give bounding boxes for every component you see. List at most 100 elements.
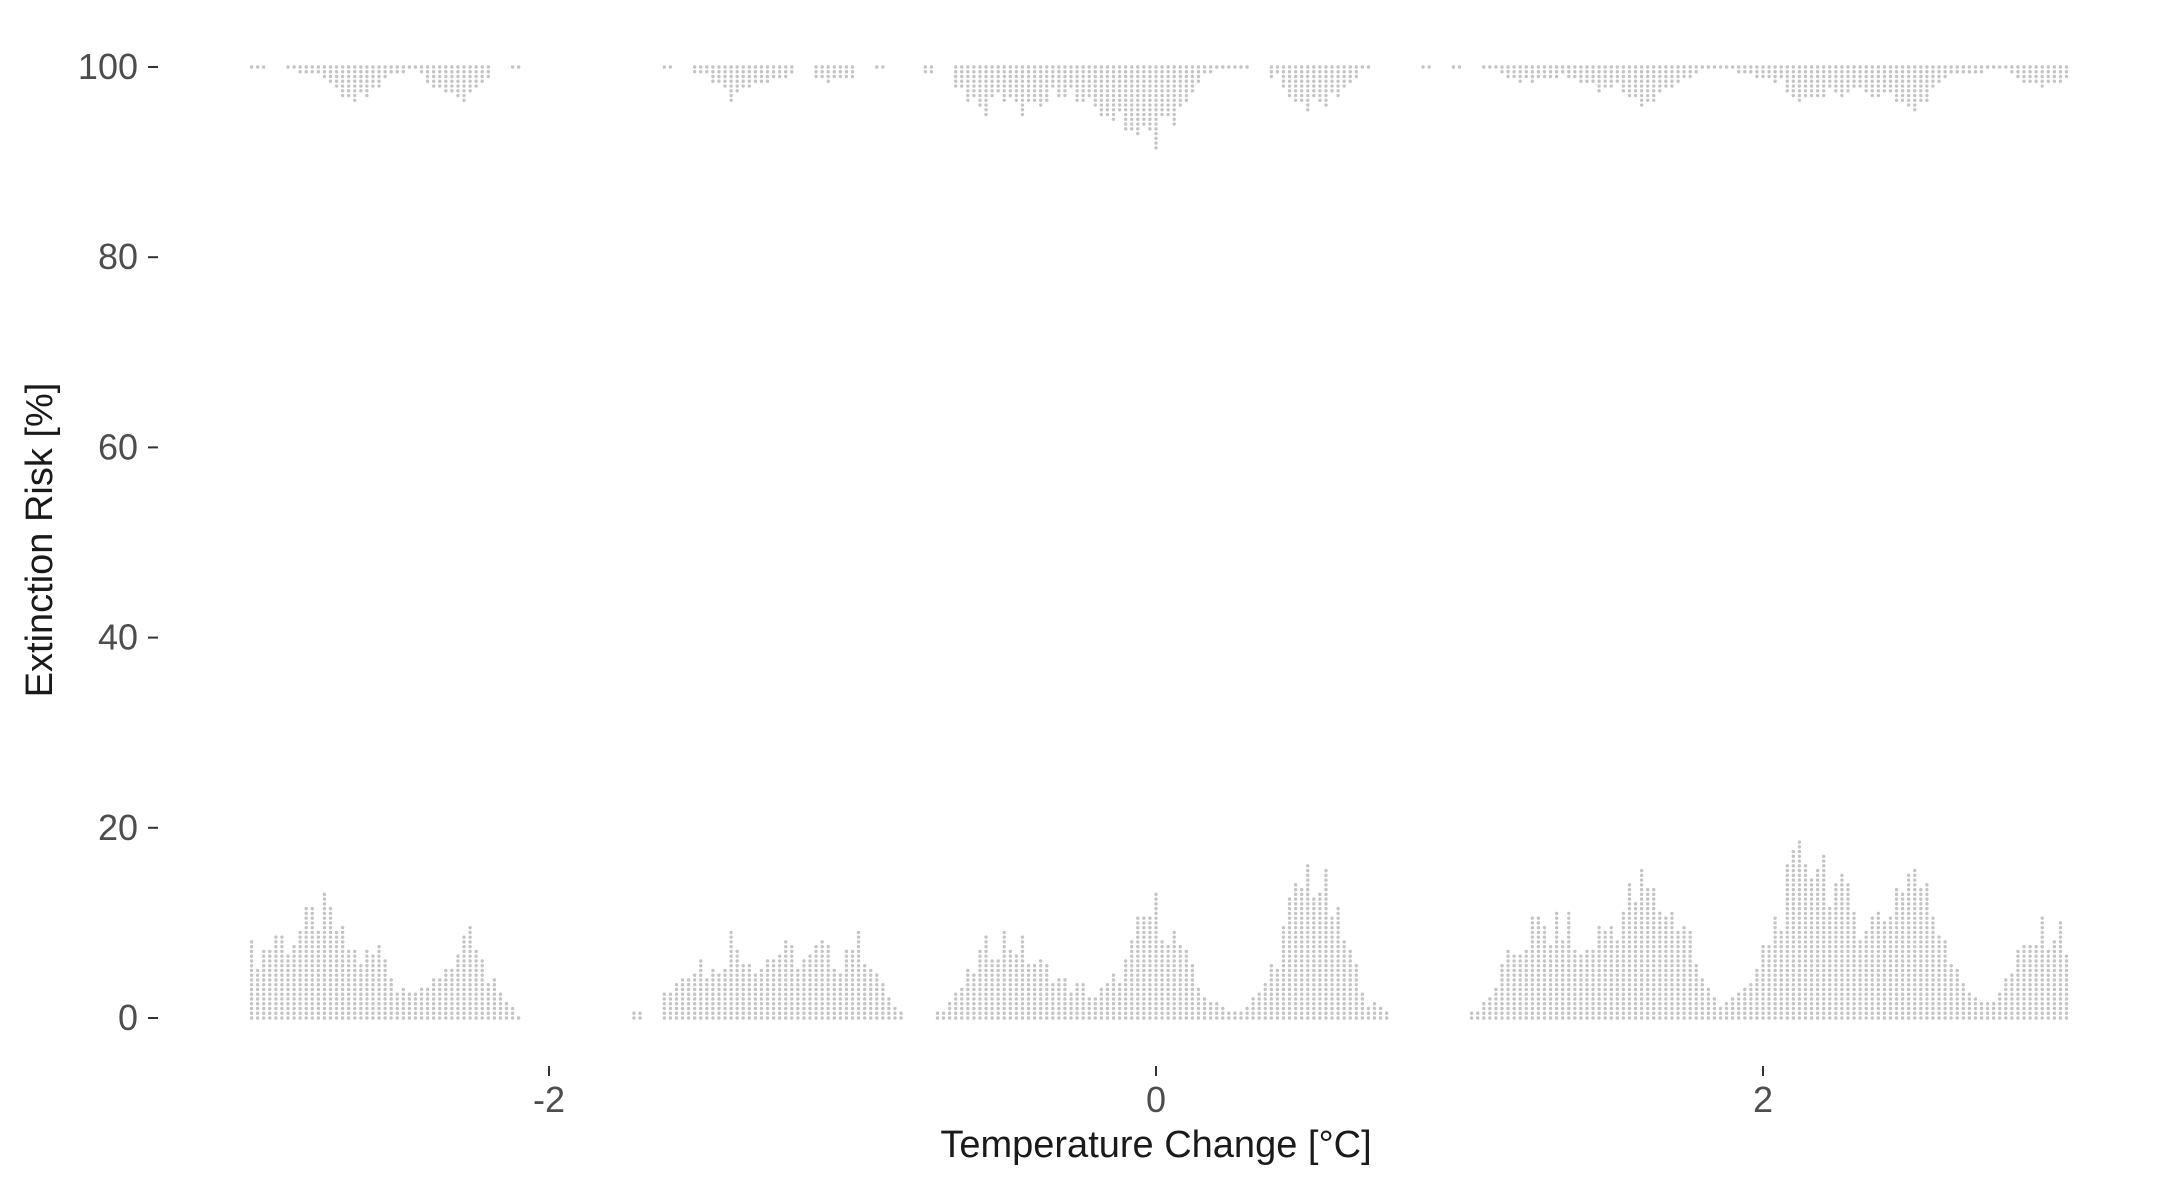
- data-point: [1797, 868, 1802, 873]
- data-point: [1773, 992, 1777, 996]
- data-point: [322, 944, 327, 949]
- data-point: [1925, 1006, 1929, 1011]
- data-point: [340, 997, 345, 1001]
- data-point: [1324, 949, 1328, 954]
- data-point: [353, 89, 357, 93]
- data-point: [1560, 997, 1565, 1001]
- data-point: [1111, 74, 1116, 79]
- data-point: [856, 940, 861, 944]
- data-point: [1858, 65, 1862, 69]
- data-point: [353, 74, 357, 79]
- data-point: [978, 959, 982, 963]
- data-point: [820, 949, 824, 954]
- data-point: [711, 997, 715, 1001]
- data-point: [1196, 1002, 1201, 1006]
- data-point: [1840, 897, 1844, 901]
- data-point: [1803, 925, 1808, 930]
- data-point: [1645, 925, 1650, 930]
- data-point: [850, 973, 855, 977]
- data-point: [480, 1002, 484, 1006]
- data-point: [1670, 65, 1674, 69]
- data-point: [1190, 1002, 1195, 1006]
- data-point: [1148, 74, 1152, 79]
- data-point: [1482, 65, 1486, 69]
- data-point: [1057, 65, 1061, 69]
- data-point: [1803, 1016, 1808, 1020]
- data-point: [1852, 935, 1856, 939]
- data-point: [784, 1002, 788, 1006]
- data-point: [274, 935, 278, 939]
- data-point: [844, 949, 849, 954]
- data-point: [1906, 79, 1911, 83]
- data-point: [462, 973, 466, 977]
- data-point: [1773, 997, 1777, 1001]
- data-point: [292, 973, 296, 977]
- data-point: [978, 987, 982, 992]
- data-point: [729, 93, 733, 98]
- data-point: [2040, 944, 2044, 949]
- data-point: [1160, 84, 1164, 88]
- data-point: [322, 959, 327, 963]
- data-point: [1330, 930, 1334, 935]
- data-point: [953, 1011, 958, 1015]
- data-point: [2028, 79, 2032, 83]
- data-point: [2040, 74, 2044, 79]
- data-point: [486, 987, 490, 992]
- data-point: [450, 1006, 454, 1011]
- data-point: [468, 964, 472, 968]
- data-point: [947, 1016, 952, 1020]
- data-point: [984, 987, 988, 992]
- data-point: [1348, 959, 1352, 963]
- data-point: [1045, 968, 1049, 973]
- data-point: [844, 964, 849, 968]
- data-point: [1633, 940, 1638, 944]
- data-point: [2052, 983, 2057, 987]
- data-point: [2028, 70, 2032, 74]
- data-point: [1020, 74, 1025, 79]
- data-point: [1306, 89, 1310, 93]
- data-point: [1548, 992, 1553, 996]
- data-point: [1791, 964, 1796, 968]
- data-point: [1724, 65, 1729, 69]
- data-point: [777, 997, 782, 1001]
- data-point: [1670, 935, 1674, 939]
- data-point: [1002, 954, 1006, 958]
- data-point: [1530, 925, 1535, 930]
- data-point: [1627, 1016, 1632, 1020]
- data-point: [1882, 973, 1887, 977]
- data-point: [2034, 973, 2038, 977]
- data-point: [790, 949, 794, 954]
- data-point: [1973, 70, 1978, 74]
- data-point: [1682, 1006, 1686, 1011]
- data-point: [1846, 925, 1850, 930]
- data-point: [1032, 98, 1037, 102]
- data-point: [1573, 954, 1577, 958]
- data-point: [2064, 959, 2069, 963]
- data-point: [1840, 65, 1844, 69]
- data-point: [316, 968, 321, 973]
- data-point: [1652, 89, 1656, 93]
- data-point: [1045, 1011, 1049, 1015]
- data-point: [1306, 84, 1310, 88]
- data-point: [1633, 906, 1638, 911]
- data-point: [377, 949, 381, 954]
- data-point: [1536, 1011, 1541, 1015]
- data-point: [2028, 992, 2032, 996]
- data-point: [1700, 1002, 1705, 1006]
- data-point: [1809, 935, 1814, 939]
- data-point: [1828, 944, 1832, 949]
- data-point: [1154, 103, 1158, 107]
- data-point: [832, 992, 836, 996]
- data-point: [1767, 954, 1771, 958]
- data-point: [1645, 973, 1650, 977]
- data-point: [699, 978, 703, 982]
- data-point: [1815, 1006, 1820, 1011]
- data-point: [1172, 949, 1176, 954]
- data-point: [1955, 983, 1959, 987]
- data-point: [765, 1016, 770, 1020]
- data-point: [1287, 79, 1292, 83]
- data-point: [480, 978, 484, 982]
- data-point: [456, 973, 460, 977]
- data-point: [960, 65, 964, 69]
- data-point: [1900, 930, 1905, 935]
